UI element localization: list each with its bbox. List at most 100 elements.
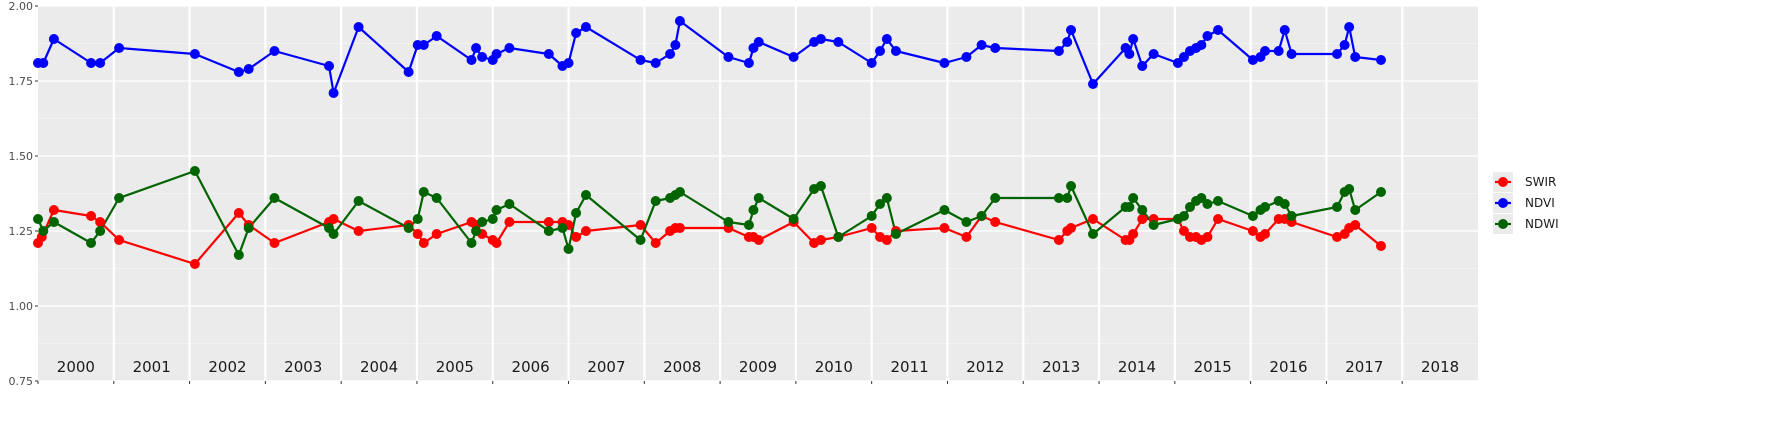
ndwi-point bbox=[635, 235, 646, 245]
ndwi-point bbox=[1087, 229, 1098, 239]
ndvi-point bbox=[1196, 40, 1207, 50]
ndwi-point bbox=[1202, 199, 1213, 209]
ndvi-point bbox=[723, 52, 734, 62]
ndvi-point bbox=[543, 49, 554, 59]
swir-point bbox=[86, 211, 97, 221]
ndwi-point bbox=[431, 193, 442, 203]
ndwi-point bbox=[543, 226, 554, 236]
ndwi-point bbox=[650, 196, 661, 206]
ndvi-point bbox=[1273, 46, 1284, 56]
ndwi-point bbox=[95, 226, 106, 236]
ndwi-point bbox=[833, 232, 844, 242]
ndvi-point bbox=[38, 58, 49, 68]
ndwi-legend-label: NDWI bbox=[1525, 217, 1559, 231]
swir-point bbox=[189, 259, 200, 269]
ndwi-point bbox=[1178, 211, 1189, 221]
ndwi-point bbox=[189, 166, 200, 176]
ndwi-point bbox=[723, 217, 734, 227]
y-tick-label: 1.75 bbox=[9, 75, 34, 88]
ndwi-point bbox=[976, 211, 987, 221]
y-tick-label: 1.50 bbox=[9, 150, 34, 163]
swir-legend-label: SWIR bbox=[1525, 175, 1556, 189]
ndvi-legend-marker bbox=[1498, 198, 1508, 208]
swir-point bbox=[1087, 214, 1098, 224]
ndwi-point bbox=[403, 223, 414, 233]
swir-point bbox=[1247, 226, 1258, 236]
year-label: 2005 bbox=[436, 358, 474, 376]
swir-point bbox=[815, 235, 826, 245]
ndvi-point bbox=[243, 64, 254, 74]
ndwi-point bbox=[866, 211, 877, 221]
ndwi-point bbox=[1062, 193, 1073, 203]
ndvi-point bbox=[431, 31, 442, 41]
ndwi-point bbox=[815, 181, 826, 191]
ndwi-point bbox=[86, 238, 97, 248]
ndvi-legend-label: NDVI bbox=[1525, 196, 1555, 210]
year-label: 2014 bbox=[1118, 358, 1156, 376]
ndvi-point bbox=[1053, 46, 1064, 56]
ndwi-point bbox=[1247, 211, 1258, 221]
y-tick-label: 2.00 bbox=[9, 0, 34, 13]
ndvi-point bbox=[1279, 25, 1290, 35]
ndvi-point bbox=[976, 40, 987, 50]
ndvi-point bbox=[1148, 49, 1159, 59]
swir-point bbox=[48, 205, 59, 215]
ndwi-point bbox=[412, 214, 423, 224]
swir-point bbox=[504, 217, 515, 227]
ndwi-point bbox=[33, 214, 43, 224]
ndwi-point bbox=[1213, 196, 1224, 206]
swir-point bbox=[1202, 232, 1213, 242]
ndwi-point bbox=[1279, 199, 1290, 209]
ndwi-point bbox=[580, 190, 591, 200]
swir-point bbox=[650, 238, 661, 248]
ndvi-point bbox=[881, 34, 892, 44]
ndvi-point bbox=[1087, 79, 1098, 89]
ndvi-point bbox=[571, 28, 582, 38]
ndwi-point bbox=[477, 217, 488, 227]
ndwi-point bbox=[114, 193, 125, 203]
ndvi-point bbox=[1062, 37, 1073, 47]
y-tick-label: 1.25 bbox=[9, 225, 34, 238]
ndvi-point bbox=[635, 55, 646, 65]
ndvi-point bbox=[48, 34, 59, 44]
legend: SWIR NDVI NDWI bbox=[1493, 172, 1559, 234]
ndvi-point bbox=[1332, 49, 1343, 59]
ndwi-point bbox=[1137, 205, 1148, 215]
year-label: 2001 bbox=[133, 358, 171, 376]
ndwi-point bbox=[881, 193, 892, 203]
ndvi-point bbox=[403, 67, 414, 77]
swir-point bbox=[1213, 214, 1224, 224]
ndvi-point bbox=[866, 58, 877, 68]
ndvi-point bbox=[665, 49, 676, 59]
ndvi-point bbox=[1344, 22, 1355, 32]
x-axis bbox=[37, 381, 1403, 384]
ndwi-point bbox=[743, 220, 754, 230]
ndwi-point bbox=[243, 223, 254, 233]
year-label: 2007 bbox=[587, 358, 625, 376]
ndvi-point bbox=[233, 67, 244, 77]
swir-point bbox=[939, 223, 950, 233]
swir-point bbox=[1350, 220, 1361, 230]
swir-point bbox=[1332, 232, 1343, 242]
ndvi-point bbox=[788, 52, 799, 62]
ndwi-point bbox=[487, 214, 498, 224]
ndvi-point bbox=[418, 40, 429, 50]
ndwi-point bbox=[753, 193, 764, 203]
ndvi-point bbox=[961, 52, 972, 62]
year-label: 2004 bbox=[360, 358, 398, 376]
swir-point bbox=[571, 232, 582, 242]
swir-point bbox=[866, 223, 877, 233]
swir-point bbox=[543, 217, 554, 227]
swir-point bbox=[635, 220, 646, 230]
ndvi-point bbox=[650, 58, 661, 68]
ndvi-point bbox=[890, 46, 901, 56]
swir-point bbox=[1128, 229, 1139, 239]
y-tick-label: 0.75 bbox=[9, 375, 34, 388]
year-label: 2008 bbox=[663, 358, 701, 376]
ndvi-point bbox=[504, 43, 515, 53]
ndwi-point bbox=[875, 199, 886, 209]
swir-legend-marker bbox=[1498, 177, 1508, 187]
year-label: 2003 bbox=[284, 358, 322, 376]
ndwi-point bbox=[504, 199, 515, 209]
